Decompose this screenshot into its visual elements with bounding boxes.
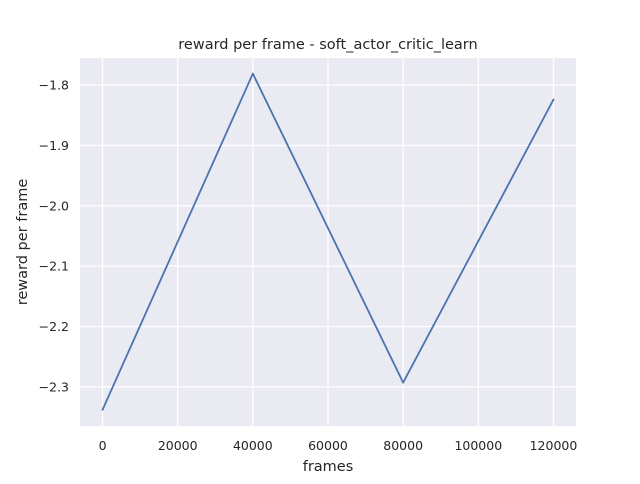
y-tick-label: −2.2 [39,319,69,334]
y-gridlines [80,84,576,388]
series-layer [101,72,555,411]
y-tick-label: −1.9 [39,138,69,153]
x-tick-label: 40000 [233,438,273,453]
x-tick-label: 80000 [383,438,423,453]
x-tick-label: 100000 [454,438,502,453]
y-tick-labels: −2.3 −2.2 −2.1 −2.0 −1.9 −1.8 [39,78,69,395]
series-line [101,72,555,411]
x-tick-label: 60000 [308,438,348,453]
x-axis-label: frames [303,459,354,475]
x-tick-labels: 0 20000 40000 60000 80000 100000 120000 [99,438,578,453]
x-tick-label: 120000 [530,438,578,453]
chart-title: reward per frame - soft_actor_critic_lea… [178,37,477,53]
y-tick-label: −1.8 [39,78,69,93]
data-point [101,408,104,411]
x-tick-label: 20000 [158,438,198,453]
y-axis-label: reward per frame [15,179,31,306]
data-point [552,98,555,101]
y-tick-label: −2.3 [39,379,69,394]
y-tick-label: −2.0 [39,198,69,213]
data-point [402,381,405,384]
x-tick-label: 0 [99,438,107,453]
data-point [251,72,254,75]
y-tick-label: −2.1 [39,259,69,274]
